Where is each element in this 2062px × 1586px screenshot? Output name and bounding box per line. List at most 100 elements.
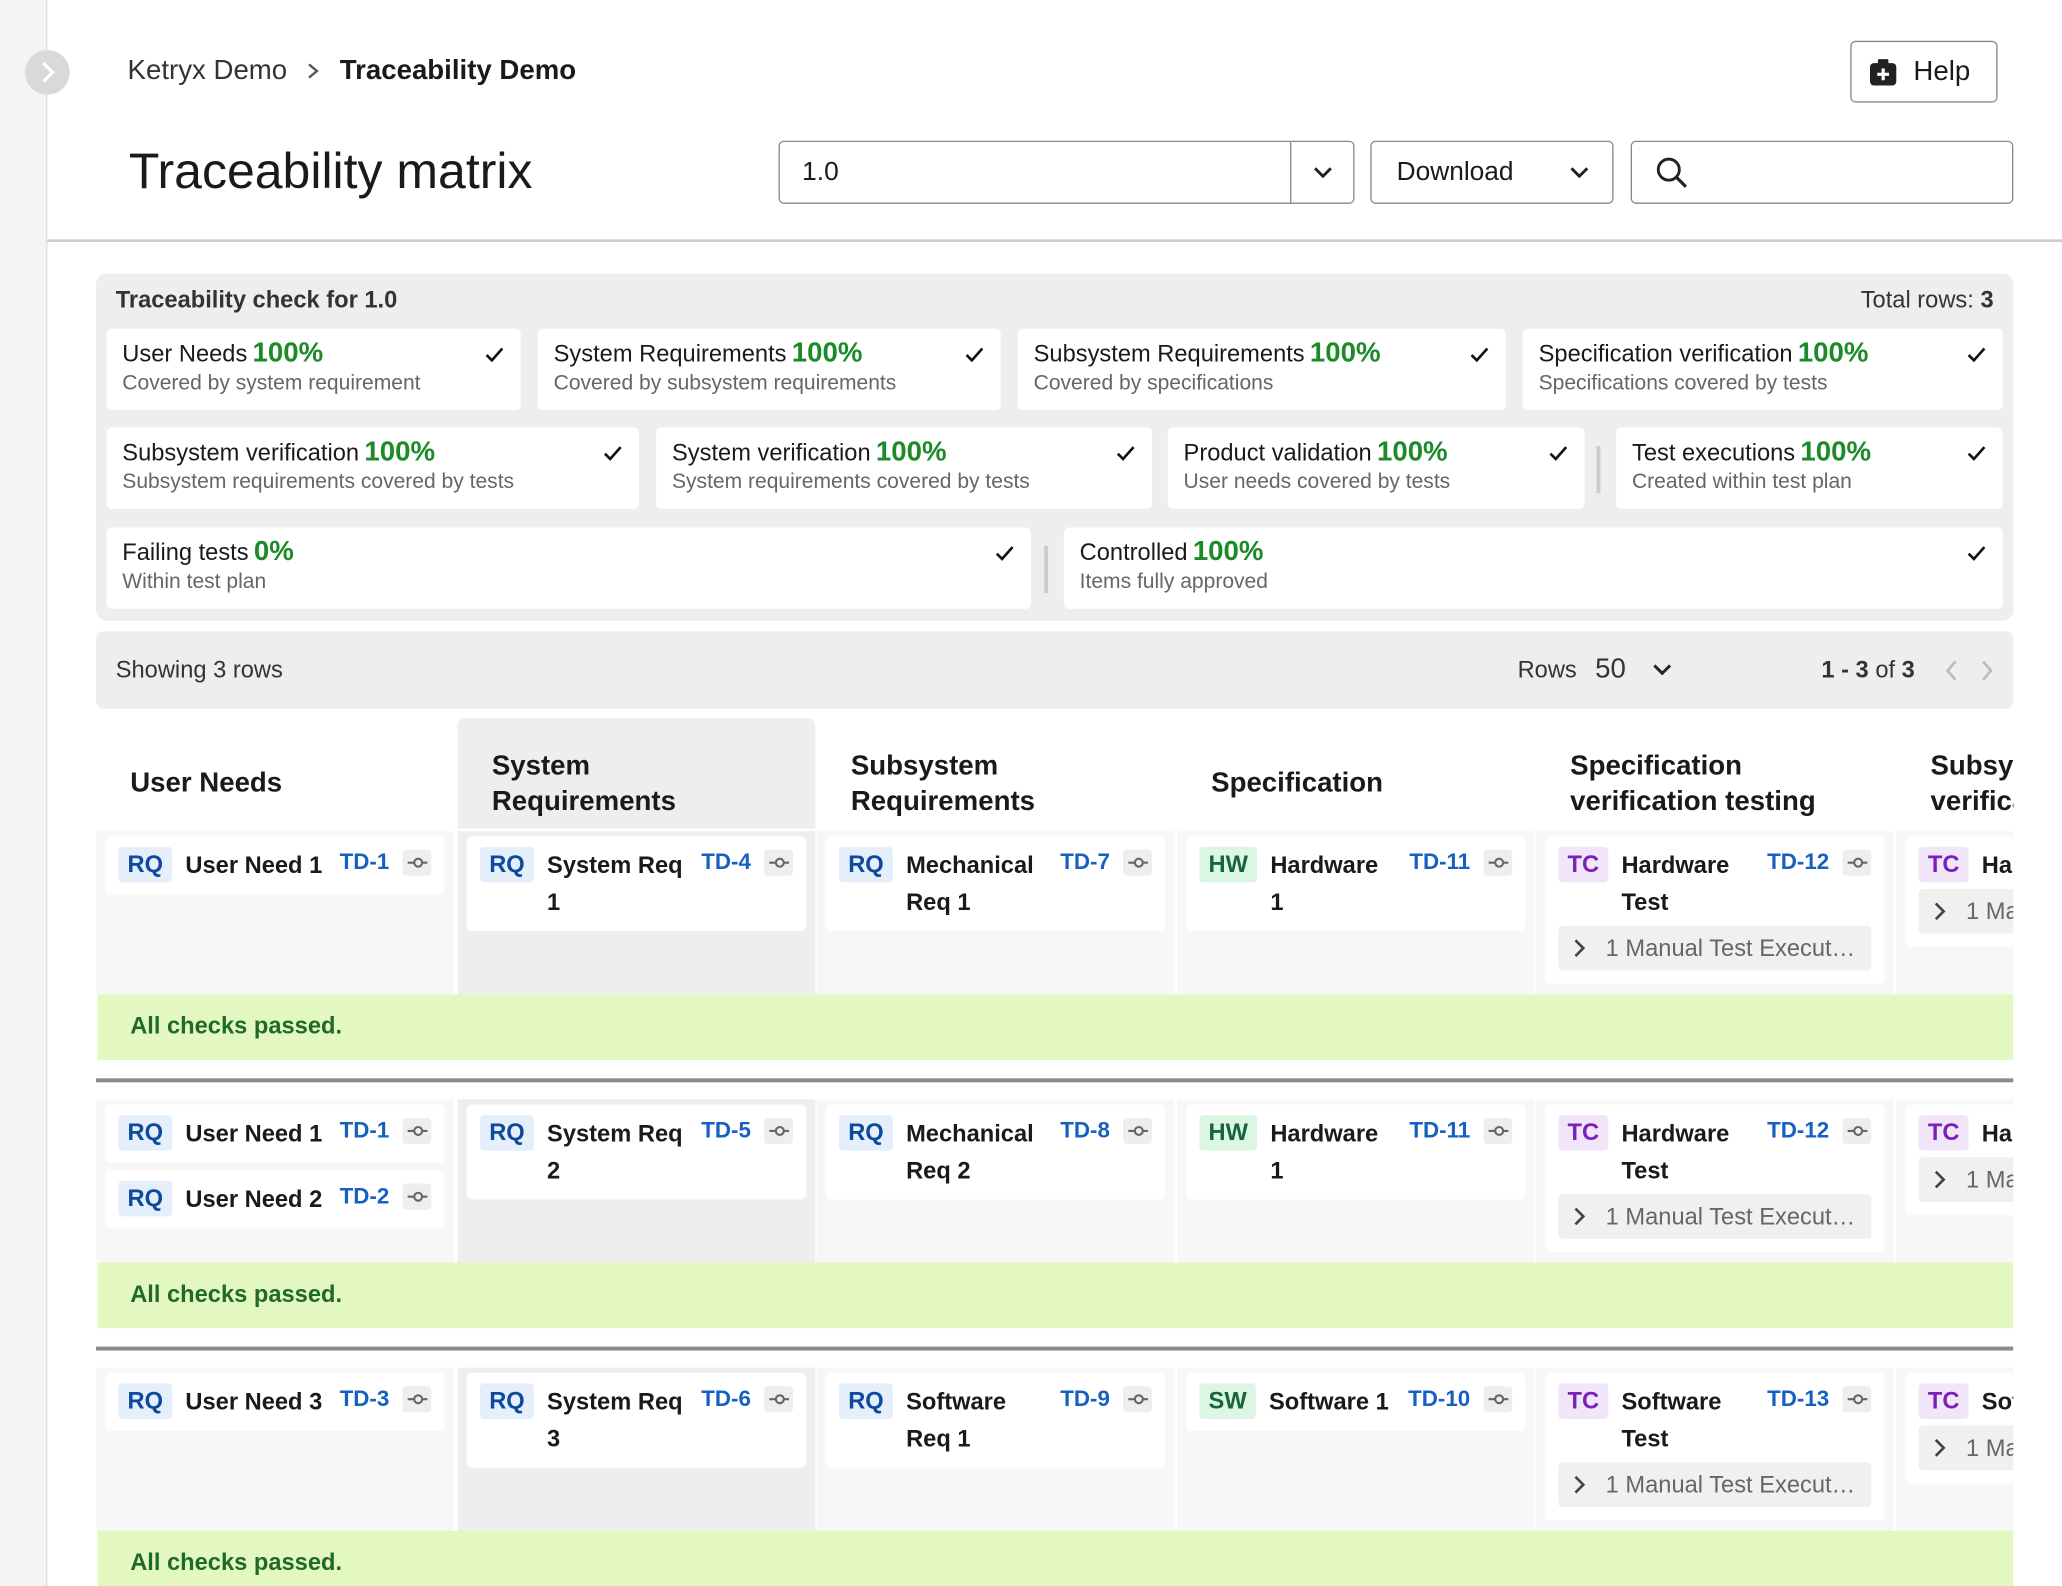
help-button[interactable]: Help [1850, 40, 1998, 103]
item-card[interactable]: RQ System Req 2 TD-5 [466, 1104, 807, 1200]
link-icon[interactable] [402, 1386, 432, 1413]
test-executions[interactable]: 1 Manual Test Execution [1918, 1425, 2014, 1471]
item-card[interactable]: TC Software Test 1 Manual Test Execution [1905, 1372, 2014, 1484]
matrix-cell: HW Hardware 1 TD-11 [1176, 831, 1535, 995]
item-card[interactable]: HW Hardware 1 TD-11 [1186, 1104, 1526, 1200]
check-heading: User Needs 100% [122, 338, 505, 370]
link-icon[interactable] [1483, 1117, 1513, 1145]
item-id[interactable]: TD-11 [1409, 849, 1471, 875]
check-heading: Product validation 100% [1184, 437, 1569, 469]
column-header: Subsystem Requirements [816, 718, 1175, 829]
matrix-cell: RQ Mechanical Req 1 TD-7 [816, 831, 1175, 995]
item-card[interactable]: RQ Mechanical Req 1 TD-7 [825, 836, 1166, 932]
check-card: System verification 100% System requiremen… [656, 427, 1152, 509]
link-icon[interactable] [764, 1117, 793, 1145]
link-icon[interactable] [1483, 1386, 1513, 1413]
matrix-cell: TC Hardware Test 1 Manual Test Execution [1896, 831, 2014, 995]
link-icon[interactable] [1842, 1386, 1872, 1413]
matrix: User Needs System Requirements Subsystem R… [95, 718, 2014, 1586]
check-percent: 100% [1797, 337, 1869, 369]
item-id[interactable]: TD-1 [339, 1117, 390, 1143]
link-icon[interactable] [402, 1117, 432, 1145]
count: 3 [1901, 656, 1915, 683]
item-id[interactable]: TD-4 [701, 849, 751, 875]
item-name: Software Test [1621, 1388, 1722, 1452]
item-name: Hardware Test [1621, 1120, 1730, 1184]
item-card[interactable]: RQ User Need 3 TD-3 [105, 1372, 445, 1431]
test-executions[interactable]: 1 Manual Test Execution [1558, 925, 1872, 971]
matrix-cell: TC Hardware Test 1 Manual Test Execution [1896, 1099, 2014, 1263]
link-icon[interactable] [1483, 849, 1513, 876]
item-card[interactable]: RQ System Req 3 TD-6 [466, 1372, 807, 1468]
test-executions[interactable]: 1 Manual Test Execution [1558, 1462, 1872, 1508]
item-card[interactable]: RQ System Req 1 TD-4 [466, 836, 807, 932]
link-icon[interactable] [764, 1386, 793, 1413]
check-name: System verification [671, 439, 871, 466]
item-card[interactable]: TC Hardware Test 1 Manual Test Execution [1905, 1104, 2014, 1216]
check-card: Subsystem Requirements 100% Covered by spe… [1017, 328, 1506, 411]
item-id[interactable]: TD-5 [701, 1117, 751, 1143]
item-id[interactable]: TD-12 [1767, 1117, 1830, 1143]
link-icon[interactable] [1123, 1117, 1152, 1145]
item-card[interactable]: HW Hardware 1 TD-11 [1186, 836, 1526, 932]
expand-icon [1934, 902, 1946, 921]
total-value: 3 [1980, 286, 1994, 313]
breadcrumb-sep [308, 63, 320, 79]
next-page[interactable] [1979, 659, 1995, 683]
item-id[interactable]: TD-12 [1767, 849, 1830, 875]
link-icon[interactable] [1842, 849, 1872, 876]
item-id[interactable]: TD-7 [1060, 849, 1110, 875]
search-input[interactable] [1630, 140, 2014, 204]
item-card[interactable]: RQ User Need 1 TD-1 [105, 1104, 445, 1163]
item-card[interactable]: RQ User Need 1 TD-1 [105, 836, 445, 895]
link-icon[interactable] [402, 1183, 432, 1210]
check-icon [965, 347, 984, 363]
breadcrumb-link[interactable]: Ketryx Demo [127, 55, 288, 86]
item-name: Hardware Test [1981, 852, 2014, 879]
item-id[interactable]: TD-2 [339, 1183, 390, 1209]
item-id[interactable]: TD-8 [1060, 1117, 1110, 1143]
check-description: Covered by system requirement [122, 372, 421, 395]
breadcrumb-current: Traceability Demo [339, 55, 577, 86]
download-select[interactable]: Download [1370, 140, 1614, 204]
version-select[interactable]: 1.0 [778, 140, 1355, 204]
link-icon[interactable] [1123, 1386, 1152, 1413]
item-id[interactable]: TD-11 [1409, 1117, 1471, 1143]
check-icon [1967, 546, 1986, 561]
item-card[interactable]: SW Software 1 TD-10 [1186, 1372, 1526, 1431]
link-icon[interactable] [402, 849, 432, 876]
item: RQ Mechanical Req 1 TD-7 [825, 836, 1166, 932]
link-icon[interactable] [1123, 849, 1152, 876]
test-executions[interactable]: 1 Manual Test Execution [1558, 1194, 1872, 1239]
check-card: Subsystem verification 100% Subsystem requ… [106, 427, 640, 509]
execution-summary: 1 Manual Test Execution [1966, 1434, 2013, 1461]
item-card[interactable]: TC Hardware Test TD-12 1 Manual Test Execut… [1545, 1104, 1885, 1252]
check-heading: Test executions 100% [1632, 437, 1987, 469]
item-id[interactable]: TD-6 [701, 1386, 751, 1412]
test-executions[interactable]: 1 Manual Test Execution [1918, 888, 2014, 934]
item: TC Software Test [1905, 1372, 2014, 1431]
rows-select[interactable]: Rows 50 [1518, 654, 1674, 686]
item-card[interactable]: RQ Mechanical Req 2 TD-8 [825, 1104, 1166, 1200]
item-id[interactable]: TD-3 [339, 1386, 390, 1412]
item-card[interactable]: RQ Software Req 1 TD-9 [825, 1372, 1166, 1468]
item-id[interactable]: TD-10 [1408, 1386, 1471, 1412]
matrix-cell: RQ User Need 3 TD-3 [95, 1367, 454, 1531]
item-id[interactable]: TD-1 [339, 849, 390, 875]
expand-sidebar[interactable] [24, 49, 71, 96]
check-card: Failing tests 0% Within test plan [106, 527, 1032, 609]
link-icon[interactable] [764, 849, 793, 876]
item-card[interactable]: TC Software Test TD-13 1 Manual Test Execut… [1545, 1372, 1885, 1521]
column-header: Subsystem verification [1896, 718, 2014, 829]
check-percent: 100% [1800, 436, 1872, 467]
test-executions[interactable]: 1 Manual Test Execution [1918, 1157, 2014, 1202]
item-card[interactable]: TC Hardware Test TD-12 1 Manual Test Execut… [1545, 836, 1885, 984]
item-id[interactable]: TD-9 [1060, 1386, 1110, 1412]
link-icon[interactable] [1842, 1117, 1872, 1145]
prev-page[interactable] [1944, 659, 1960, 683]
item-card[interactable]: TC Hardware Test 1 Manual Test Execution [1905, 836, 2014, 947]
item-card[interactable]: RQ User Need 2 TD-2 [105, 1170, 445, 1229]
check-icon [485, 347, 504, 363]
item-name: Hardware 1 [1270, 852, 1379, 916]
item-id[interactable]: TD-13 [1767, 1386, 1830, 1412]
